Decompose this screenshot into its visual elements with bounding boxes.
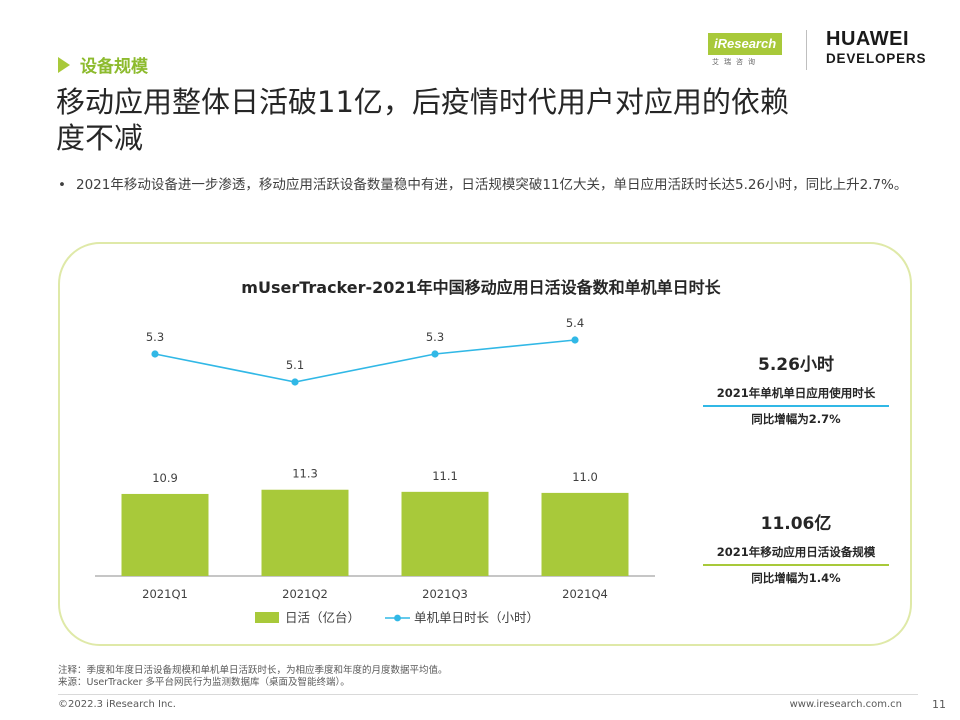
bar-data-label: 11.3 <box>292 467 318 481</box>
kpi-growth: 同比增幅为2.7% <box>751 412 841 426</box>
line-data-label: 5.4 <box>566 316 584 330</box>
bar-data-label: 11.1 <box>432 469 458 483</box>
footnotes: 注释：季度和年度日活设备规模和单机单日活跃时长，为相应季度和年度的月度数据平均值… <box>58 665 448 689</box>
legend-label: 单机单日时长（小时） <box>414 610 539 625</box>
kpi-growth: 同比增幅为1.4% <box>751 571 841 585</box>
line-point <box>431 350 439 358</box>
triangle-bullet-icon <box>58 56 70 73</box>
section-tag: 设备规模 <box>58 52 148 77</box>
iresearch-logo: iResearch 艾瑞咨询 <box>708 33 790 69</box>
kpi-usage-duration: 5.26小时 2021年单机单日应用使用时长 同比增幅为2.7% <box>681 350 911 427</box>
bar <box>261 489 349 576</box>
footer-divider <box>58 694 918 695</box>
page-title: 移动应用整体日活破11亿，后疫情时代用户对应用的依赖度不减 <box>56 85 789 155</box>
copyright: ©2022.3 iResearch Inc. <box>58 699 176 710</box>
x-tick-label: 2021Q3 <box>422 587 468 601</box>
kpi-dau-scale: 11.06亿 2021年移动应用日活设备规模 同比增幅为1.4% <box>681 509 911 586</box>
legend-marker <box>394 614 401 622</box>
x-tick-label: 2021Q2 <box>282 587 328 601</box>
bar <box>401 491 489 576</box>
chart-card <box>58 242 912 646</box>
summary-text: 2021年移动设备进一步渗透，移动应用活跃设备数量稳中有进，日活规模突破11亿大… <box>76 177 908 193</box>
huawei-developers-logo: HUAWEI DEVELOPERS <box>826 28 926 67</box>
kpi-underline <box>703 405 889 407</box>
line-point <box>571 336 579 344</box>
x-tick-label: 2021Q4 <box>562 587 608 601</box>
x-tick-label: 2021Q1 <box>142 587 188 601</box>
iresearch-subtitle: 艾瑞咨询 <box>712 58 760 66</box>
bullet-dot-icon: • <box>58 177 66 193</box>
logo-divider <box>806 30 807 70</box>
line-data-label: 5.3 <box>426 330 444 344</box>
bar-data-label: 11.0 <box>572 470 598 484</box>
bar <box>121 493 209 576</box>
bar-data-label: 10.9 <box>152 471 178 485</box>
website-link[interactable]: www.iresearch.com.cn <box>789 699 902 710</box>
chart-title: mUserTracker-2021年中国移动应用日活设备数和单机单日时长 <box>241 278 721 297</box>
line-point <box>291 378 299 386</box>
page-number: 11 <box>932 698 946 711</box>
section-label: 设备规模 <box>80 57 148 77</box>
legend-label: 日活（亿台） <box>285 610 360 625</box>
huawei-wordmark: HUAWEI <box>826 28 909 50</box>
line-series <box>154 339 576 383</box>
bar <box>541 492 629 576</box>
line-data-label: 5.3 <box>146 330 164 344</box>
note-text: 注释：季度和年度日活设备规模和单机单日活跃时长，为相应季度和年度的月度数据平均值… <box>58 665 448 676</box>
line-point <box>151 350 159 358</box>
kpi-label: 2021年移动应用日活设备规模 <box>716 545 876 559</box>
source-text: 来源：UserTracker 多平台网民行为监测数据库（桌面及智能终端）。 <box>58 677 350 688</box>
kpi-label: 2021年单机单日应用使用时长 <box>716 386 876 400</box>
developers-wordmark: DEVELOPERS <box>826 51 927 66</box>
kpi-value: 11.06亿 <box>760 514 832 534</box>
kpi-underline <box>703 564 889 566</box>
kpi-value: 5.26小时 <box>758 355 834 375</box>
iresearch-wordmark: iResearch <box>708 33 783 55</box>
line-data-label: 5.1 <box>286 358 304 372</box>
summary-bullet: • 2021年移动设备进一步渗透，移动应用活跃设备数量稳中有进，日活规模突破11… <box>58 174 908 196</box>
legend-swatch-bar <box>255 612 279 623</box>
